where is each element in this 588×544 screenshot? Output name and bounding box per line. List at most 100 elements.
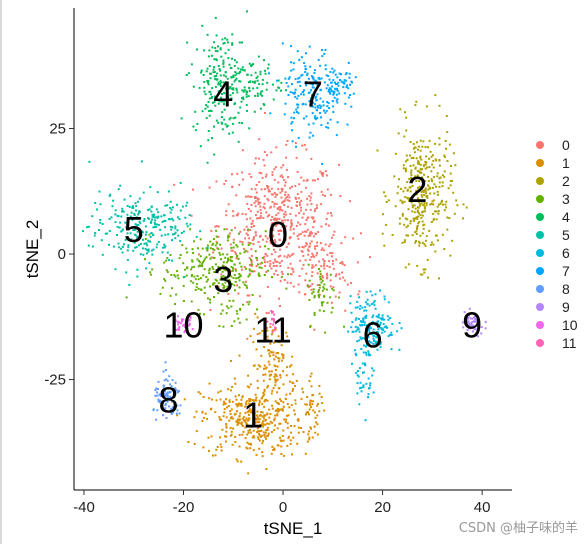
cluster-2-point [413,193,416,196]
cluster-3-point [264,245,266,248]
cluster-3-point [193,240,195,243]
cluster-5-point [120,215,123,218]
cluster-3-point [209,240,212,243]
cluster-7-point [334,73,337,76]
cluster-0-point [230,249,233,252]
cluster-0-point [281,201,284,204]
cluster-1-point [210,407,213,410]
cluster-3-point [323,295,326,298]
cluster-3-point [161,286,164,289]
cluster-1-point [264,323,267,325]
cluster-4-point [215,98,218,101]
cluster-0-point [298,291,301,294]
cluster-4-point [252,63,255,66]
cluster-0-point [315,254,318,257]
cluster-3-point [232,277,235,279]
cluster-1-point [267,384,269,387]
cluster-1-point [310,406,313,408]
cluster-0-point [247,208,250,210]
cluster-1-point [224,402,227,405]
cluster-3-point [206,248,209,251]
cluster-1-point [229,427,232,429]
cluster-7-point [296,106,299,109]
cluster-1-point [248,398,251,400]
cluster-7-point [300,93,303,96]
cluster-6-point [359,324,362,327]
cluster-6-point [396,330,399,333]
cluster-10-point [174,319,177,322]
cluster-5-point [137,213,140,216]
cluster-1-point [227,388,230,391]
cluster-2-point [418,201,420,204]
cluster-7-point [336,89,339,92]
cluster-1-point [318,392,321,395]
cluster-0-point [309,285,312,287]
cluster-1-point [258,434,261,437]
cluster-1-point [218,418,221,421]
cluster-4-point [222,59,225,62]
cluster-2-point [405,129,408,132]
cluster-4-point [234,71,237,74]
cluster-2-point [421,168,424,171]
cluster-8-point [177,391,179,394]
cluster-6-point [368,326,371,329]
cluster-1-point [276,402,279,404]
cluster-1-point [228,419,231,422]
cluster-7-point [291,91,294,94]
cluster-3-point [309,324,312,327]
cluster-1-point [230,430,233,433]
cluster-5-point [146,249,149,252]
cluster-0-point [301,231,304,234]
cluster-5-point [152,226,155,229]
cluster-1-point [252,327,255,330]
cluster-0-point [257,241,260,243]
cluster-1-point [256,367,259,370]
cluster-9-point [474,317,476,320]
cluster-0-point [280,270,283,273]
cluster-2-point [416,189,418,192]
cluster-0-point [302,264,305,266]
cluster-6-point [382,323,385,325]
cluster-1-point [244,437,247,440]
cluster-3-point [228,278,231,281]
cluster-1-point [263,346,266,348]
cluster-1-point [272,387,275,390]
cluster-3-point [232,299,235,302]
cluster-3-point [238,286,241,289]
cluster-0-point [263,261,266,264]
cluster-4-point [272,98,275,101]
cluster-4-point [225,93,228,96]
cluster-0-point [234,252,237,255]
cluster-5-point [168,259,171,262]
cluster-2-point [402,167,405,170]
cluster-7-point [309,65,312,68]
cluster-5-point [160,215,163,218]
cluster-0-point [265,312,268,315]
cluster-4-point [223,92,226,95]
cluster-0-point [246,294,249,297]
cluster-1-point [244,426,247,429]
cluster-7-point [332,71,335,74]
cluster-3-point [209,285,211,288]
cluster-1-point [222,403,225,406]
cluster-0-point [306,203,309,206]
cluster-4-point [238,80,241,83]
cluster-5-point [151,253,154,256]
cluster-1-point [214,454,217,457]
cluster-7-point [317,58,320,61]
cluster-5-point [99,221,102,224]
cluster-7-point [320,116,322,119]
cluster-0-point [271,171,274,174]
cluster-5-point [121,229,124,232]
cluster-4-point [239,68,242,71]
cluster-4-point [222,65,225,68]
cluster-8-point [175,389,178,392]
cluster-8-point [165,378,168,381]
cluster-11-point [273,329,276,332]
cluster-6-point [365,353,368,356]
cluster-2-point [443,154,446,157]
cluster-4-point [259,73,262,76]
cluster-6-point [367,393,370,396]
cluster-4-point [237,140,240,143]
cluster-1-point [235,458,238,461]
